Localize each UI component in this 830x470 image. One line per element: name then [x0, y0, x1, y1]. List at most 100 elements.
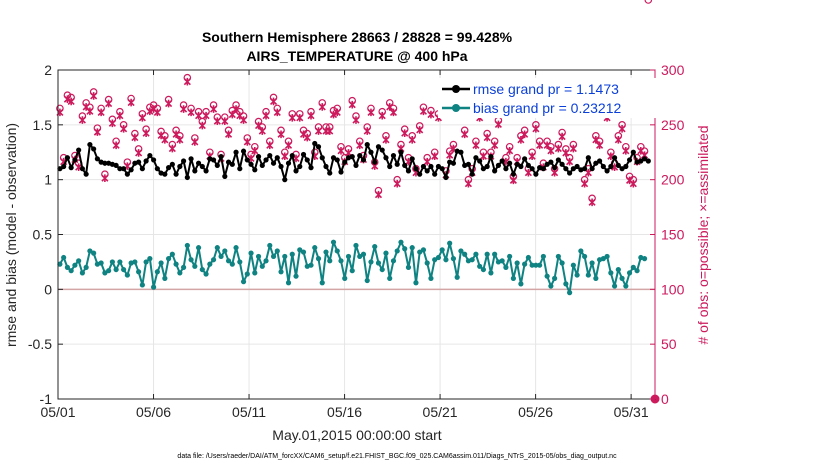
obs-assimilated-point [622, 146, 630, 155]
rmse-point [312, 140, 318, 147]
bias-point [398, 239, 404, 245]
rmse-point [218, 154, 224, 160]
obs-assimilated-point [176, 136, 184, 144]
obs-assimilated-point [116, 111, 124, 120]
obs-assimilated-point [146, 107, 154, 116]
rmse-point [353, 162, 359, 169]
rmse-point [593, 160, 599, 166]
bias-point [522, 261, 528, 267]
bias-point [297, 247, 303, 253]
rmse-point [360, 157, 367, 163]
rmse-point [87, 141, 93, 148]
rmse-point [263, 157, 269, 163]
rmse-point [225, 159, 232, 165]
rmse-point [334, 157, 340, 163]
obs-assimilated-point [243, 138, 251, 146]
bias-point [634, 268, 640, 274]
rmse-point [252, 167, 258, 173]
bias-point [151, 284, 157, 290]
bias-point [278, 269, 284, 275]
obs-assimilated-point [195, 111, 203, 120]
rmse-point [488, 154, 494, 160]
obs-assimilated-point [348, 100, 356, 109]
bias-point [353, 242, 359, 249]
bias-point [593, 275, 599, 281]
rmse-point [323, 163, 329, 170]
rmse-point [162, 171, 168, 177]
bias-point [570, 262, 576, 268]
bias-point [76, 258, 82, 264]
bias-point [428, 275, 434, 281]
obs-assimilated-point [135, 149, 143, 157]
bias-point [454, 274, 460, 280]
rmse-point [465, 161, 472, 167]
obs-assimilated-point [101, 174, 109, 182]
bias-point [552, 275, 558, 281]
rmse-point [136, 159, 142, 165]
rmse-point [626, 157, 633, 163]
rmse-point [61, 163, 67, 170]
bias-point [315, 256, 322, 262]
bias-point [477, 263, 483, 269]
rmse-point [641, 156, 648, 162]
rmse-point [102, 160, 108, 166]
bias-point [102, 270, 108, 276]
obs-assimilated-point [127, 98, 135, 107]
rmse-point [428, 163, 434, 170]
obs-assimilated-point [112, 141, 120, 150]
obs-assimilated-point [172, 130, 180, 139]
obs-assimilated-point [138, 114, 146, 122]
bias-point [338, 258, 344, 264]
x-axis-label: May.01,2015 00:00:00 start [272, 427, 442, 443]
rmse-point [165, 165, 172, 171]
axis-ticks: 05/01 05/06 05/11 05/16 05/21 05/26 05/31 -1 -0.… [28, 62, 685, 420]
obs-assimilated-point [284, 141, 293, 150]
bias-point [255, 253, 262, 260]
rmse-point [330, 155, 337, 161]
rmse-point [76, 147, 82, 153]
obs-assimilated-point [191, 138, 199, 146]
obs-assimilated-point [333, 108, 341, 117]
bias-point [379, 266, 385, 273]
rmse-point [567, 170, 573, 176]
bias-point [248, 250, 254, 256]
rmse-point [255, 154, 262, 160]
y-axis-label-right: # of obs: o=possible; ×=assimilated [695, 125, 711, 344]
obs-assimilated-point [326, 127, 334, 135]
rmse-point [499, 158, 505, 164]
obs-assimilated-point [273, 108, 281, 117]
rmse-point [57, 166, 63, 172]
obs-assimilated-point [78, 116, 86, 124]
bias-point [199, 266, 205, 273]
rmse-point [274, 155, 280, 161]
bias-point [237, 259, 243, 265]
y-tick-label-right: 150 [661, 227, 685, 243]
obs-assimilated-point [461, 130, 469, 139]
rmse-point [315, 144, 322, 150]
y-tick-label-left: 0 [44, 281, 52, 297]
obs-assimilated-point [389, 108, 398, 117]
obs-assimilated-point [509, 176, 517, 185]
bias-point [582, 253, 588, 260]
bias-point [113, 266, 119, 273]
obs-assimilated-point [506, 146, 514, 155]
bias-point [184, 242, 190, 249]
bias-point [492, 251, 498, 257]
rmse-point [600, 163, 606, 170]
rmse-point [559, 161, 565, 167]
obs-assimilated-point [472, 141, 480, 150]
obs-assimilated-point [614, 136, 622, 144]
rmse-point [342, 159, 348, 165]
rmse-point [308, 165, 314, 171]
rmse-point [147, 152, 153, 159]
bias-point [210, 257, 217, 263]
obs-assimilated-point [569, 144, 577, 153]
rmse-point [435, 163, 442, 170]
rmse-point [128, 167, 134, 173]
rmse-series [57, 140, 651, 183]
bias-point [357, 253, 363, 260]
bias-point [623, 283, 629, 289]
bias-point [533, 262, 539, 268]
rmse-point [289, 152, 295, 159]
rmse-point [390, 152, 397, 159]
